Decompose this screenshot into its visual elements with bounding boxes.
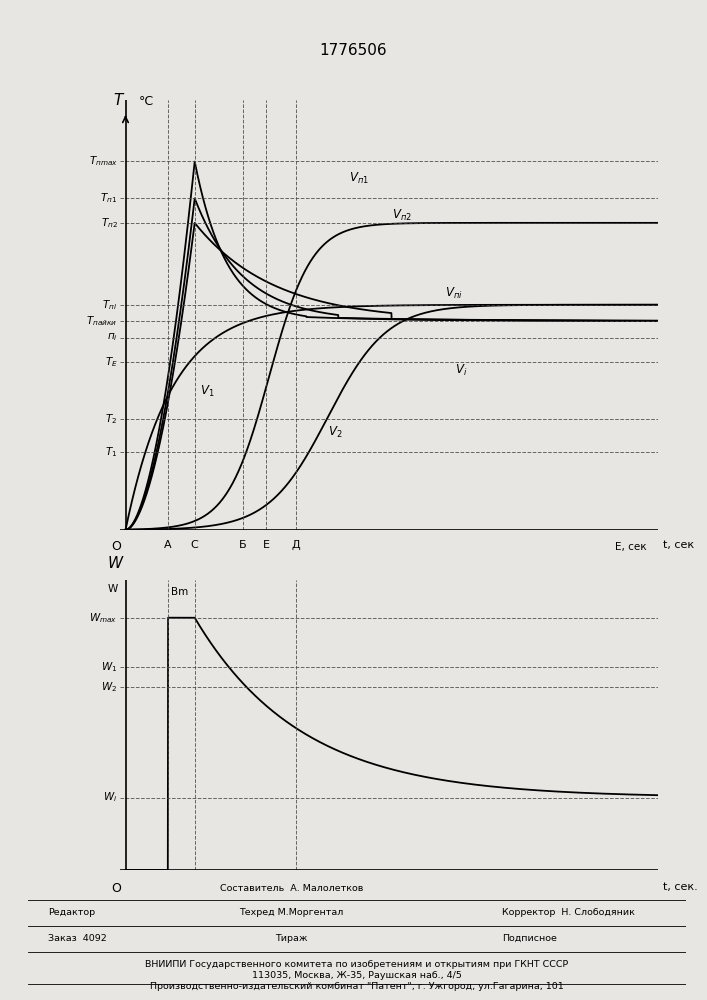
Text: $T_{пайки}$: $T_{пайки}$ — [86, 314, 117, 328]
Text: ВНИИПИ Государственного комитета по изобретениям и открытиям при ГКНТ СССР: ВНИИПИ Государственного комитета по изоб… — [146, 960, 568, 969]
Text: Редактор: Редактор — [48, 908, 95, 917]
Text: C: C — [191, 540, 199, 550]
Text: $V_i$: $V_i$ — [455, 363, 467, 378]
Text: Тираж: Тираж — [275, 934, 308, 943]
Text: $T_2$: $T_2$ — [105, 413, 117, 426]
Text: $T_{п1}$: $T_{п1}$ — [100, 191, 117, 205]
Text: $T_E$: $T_E$ — [105, 355, 117, 369]
Text: $T_{пmax}$: $T_{пmax}$ — [88, 155, 117, 168]
Text: $V_1$: $V_1$ — [200, 384, 214, 399]
Text: $V_{п2}$: $V_{п2}$ — [392, 208, 411, 223]
Text: W: W — [107, 584, 117, 594]
Text: E, сек: E, сек — [615, 542, 647, 552]
Text: W: W — [107, 556, 123, 571]
Text: t, сек.: t, сек. — [663, 882, 698, 892]
Text: Bm: Bm — [170, 587, 188, 597]
Text: Корректор  Н. Слободяник: Корректор Н. Слободяник — [502, 908, 635, 917]
Text: Д: Д — [291, 540, 300, 550]
Text: A: A — [164, 540, 172, 550]
Text: $T_{п2}$: $T_{п2}$ — [100, 216, 117, 230]
Text: $V_{п1}$: $V_{п1}$ — [349, 171, 369, 186]
Text: °C: °C — [139, 95, 154, 108]
Text: $п_i$: $п_i$ — [107, 332, 117, 343]
Text: $W_2$: $W_2$ — [101, 680, 117, 694]
Text: T: T — [114, 93, 123, 108]
Text: O: O — [112, 540, 122, 553]
Text: Техред М.Моргентал: Техред М.Моргентал — [239, 908, 344, 917]
Text: $V_{пi}$: $V_{пi}$ — [445, 286, 462, 301]
Text: Подписное: Подписное — [502, 934, 556, 943]
Text: $V_2$: $V_2$ — [327, 425, 342, 440]
Text: E: E — [263, 540, 270, 550]
Text: t, сек: t, сек — [663, 540, 694, 550]
Text: Составитель  А. Малолетков: Составитель А. Малолетков — [220, 884, 363, 893]
Text: Заказ  4092: Заказ 4092 — [48, 934, 107, 943]
Text: $T_{пi}$: $T_{пi}$ — [103, 298, 117, 312]
Text: $W_{max}$: $W_{max}$ — [89, 611, 117, 625]
Text: 113035, Москва, Ж-35, Раушская наб., 4/5: 113035, Москва, Ж-35, Раушская наб., 4/5 — [252, 971, 462, 980]
Text: 1776506: 1776506 — [320, 43, 387, 58]
Text: $T_1$: $T_1$ — [105, 445, 117, 459]
Text: O: O — [112, 882, 122, 895]
Text: $W_i$: $W_i$ — [103, 791, 117, 804]
Text: Б: Б — [239, 540, 246, 550]
Text: Производственно-издательский комбинат "Патент", г. Ужгород, ул.Гагарина, 101: Производственно-издательский комбинат "П… — [150, 982, 564, 991]
Text: $W_1$: $W_1$ — [101, 660, 117, 674]
